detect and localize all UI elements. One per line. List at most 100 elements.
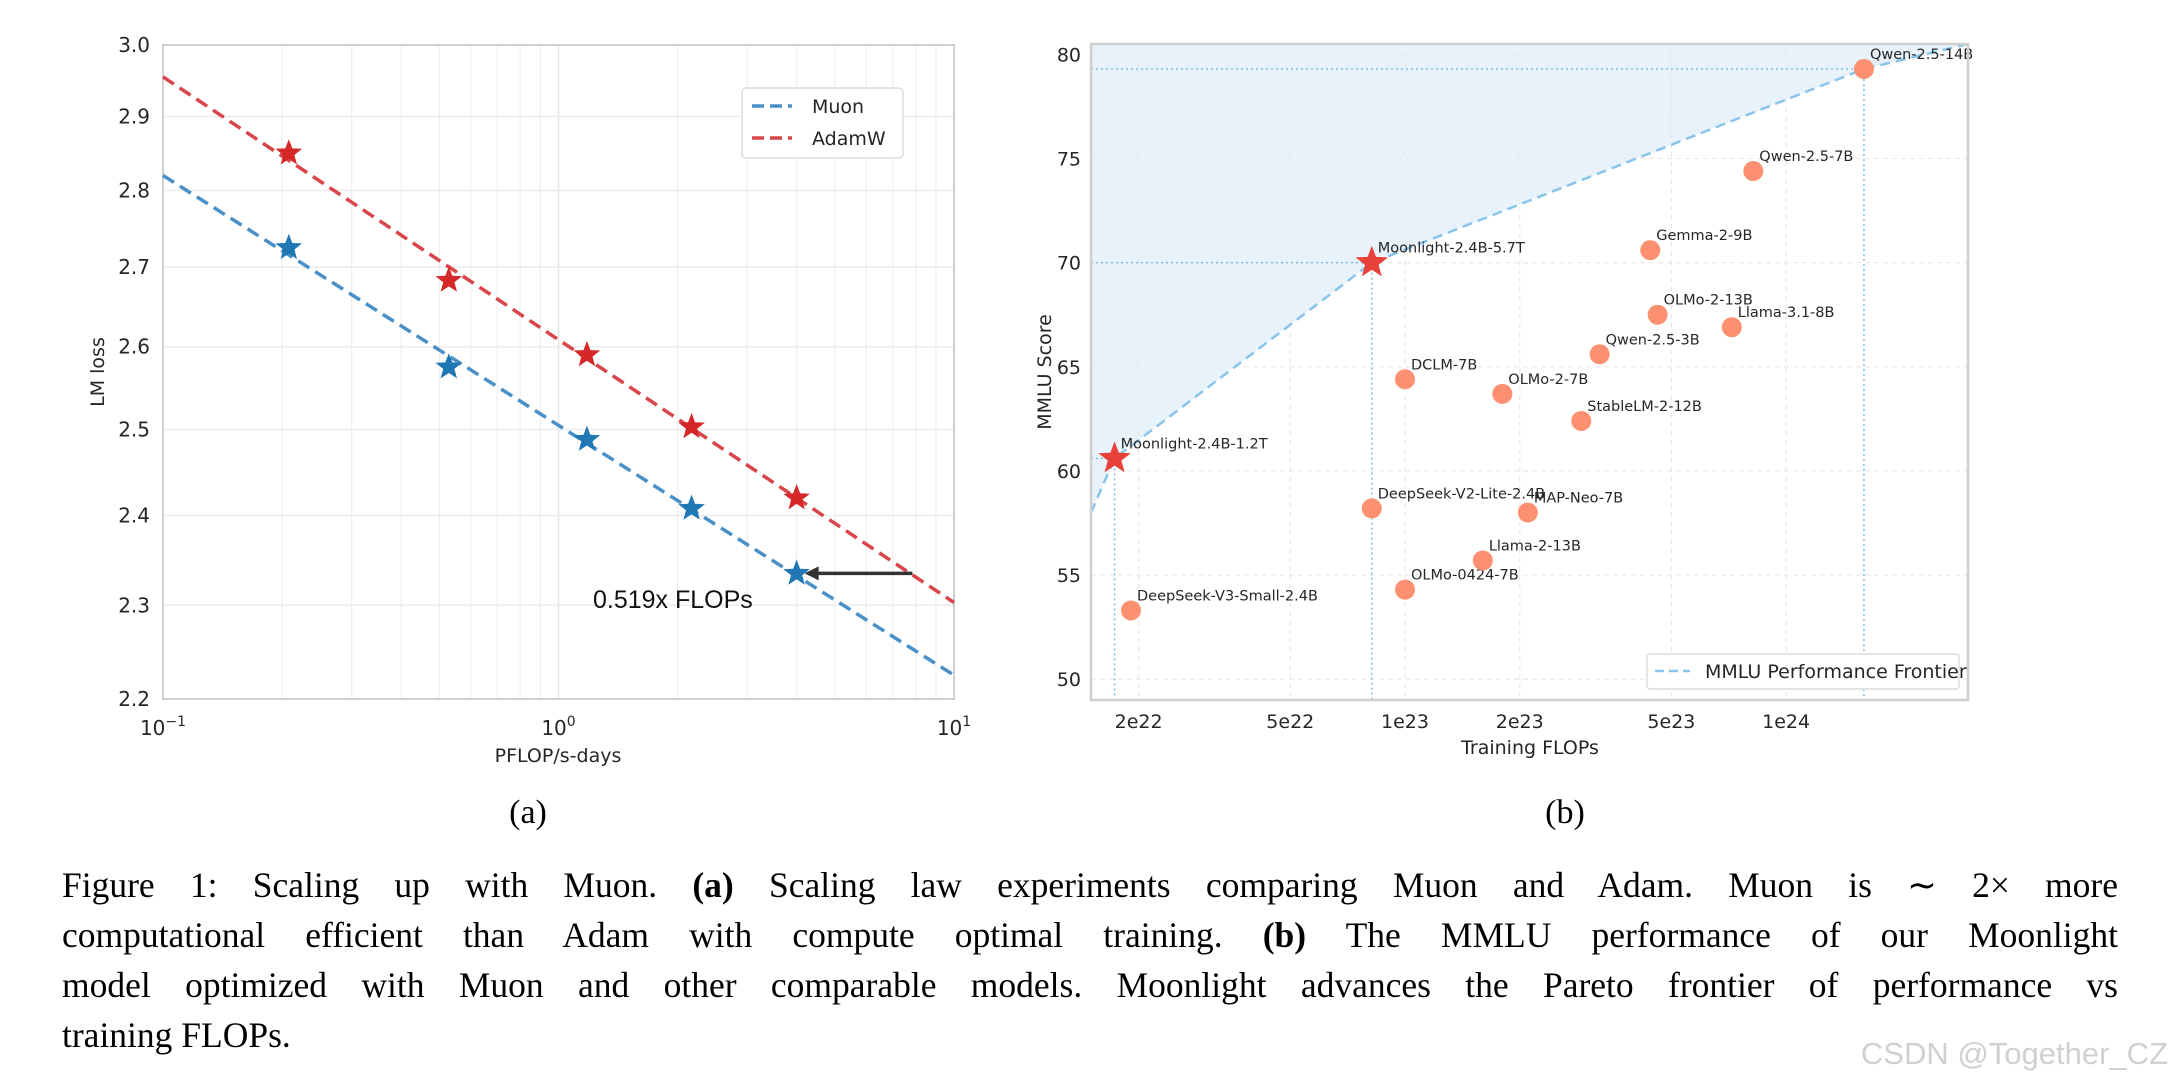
- subfigure-label-b: (b): [1545, 794, 1585, 831]
- caption-line: training FLOPs.: [62, 1010, 2118, 1060]
- x-tick-label: 1e23: [1381, 711, 1429, 733]
- legend-b: [1646, 653, 1960, 690]
- caption-text: training FLOPs.: [62, 1015, 291, 1055]
- point-label: Moonlight-2.4B-1.2T: [1121, 436, 1268, 452]
- point-label: Gemma-2-9B: [1656, 228, 1752, 244]
- point-label: Moonlight-2.4B-5.7T: [1378, 241, 1525, 257]
- data-point-muon: [573, 425, 601, 451]
- x-tick-label: 101: [937, 714, 971, 740]
- model-point: [1721, 317, 1742, 338]
- caption-text: model optimized with Muon and other comp…: [62, 965, 2118, 1005]
- axes-frame-b: [1089, 42, 1970, 702]
- plot-content-b: [1091, 44, 1968, 700]
- y-tick-label: 2.2: [118, 687, 150, 711]
- data-point-adamw: [783, 484, 810, 510]
- data-point-adamw: [573, 340, 601, 367]
- y-tick-label: 2.5: [118, 417, 150, 441]
- data-point-adamw: [435, 266, 463, 292]
- point-label: OLMo-0424-7B: [1411, 568, 1519, 584]
- point-label: MAP-Neo-7B: [1534, 491, 1623, 507]
- caption-text: The MMLU performance of our Moonlight: [1306, 915, 2119, 955]
- y-tick-label: 2.3: [118, 593, 150, 617]
- point-label: Qwen-2.5-14B: [1870, 47, 1973, 63]
- model-point: [1395, 369, 1416, 390]
- point-label: OLMo-2-7B: [1508, 372, 1588, 388]
- x-tick-label: 10−1: [140, 714, 186, 740]
- data-point-muon: [435, 353, 463, 379]
- point-label: StableLM-2-12B: [1587, 399, 1702, 415]
- point-label: OLMo-2-13B: [1664, 293, 1753, 309]
- model-point: [1853, 58, 1874, 79]
- subfigure-label-a: (a): [509, 794, 547, 831]
- model-point: [1647, 304, 1668, 325]
- point-label: DCLM-7B: [1411, 357, 1477, 373]
- frontier-line: [1091, 44, 1968, 514]
- y-tick-label: 2.9: [118, 104, 150, 128]
- model-point: [1589, 344, 1610, 365]
- axes-frame-a: [162, 44, 955, 700]
- model-point: [1571, 410, 1592, 431]
- caption-bold: (b): [1262, 915, 1307, 955]
- y-tick-label: 65: [1057, 357, 1081, 379]
- y-tick-label: 2.8: [118, 178, 150, 202]
- legend-a: [741, 87, 904, 159]
- y-tick-label: 60: [1057, 461, 1081, 483]
- data-point-muon: [783, 559, 810, 585]
- caption-line: model optimized with Muon and other comp…: [62, 960, 2118, 1010]
- caption-text: Figure 1: Scaling up with Muon.: [62, 865, 693, 905]
- caption-line: computational efficient than Adam with c…: [62, 910, 2118, 960]
- x-tick-label: 2e22: [1115, 711, 1163, 733]
- model-point: [1492, 383, 1513, 404]
- watermark: CSDN @Together_CZ: [1860, 1036, 2168, 1071]
- caption-bold: (a): [692, 865, 734, 905]
- point-label: Qwen-2.5-7B: [1759, 149, 1853, 165]
- caption-text: computational efficient than Adam with c…: [62, 915, 1263, 955]
- x-tick-label: 100: [541, 714, 575, 740]
- point-label: DeepSeek-V2-Lite-2.4B: [1378, 486, 1545, 502]
- moonlight-star-point: [1355, 245, 1388, 277]
- model-point: [1120, 600, 1141, 621]
- legend-label: AdamW: [812, 128, 886, 150]
- arrow-head: [804, 566, 819, 581]
- y-tick-label: 55: [1057, 565, 1081, 587]
- point-label: Qwen-2.5-3B: [1606, 332, 1700, 348]
- caption-line: Figure 1: Scaling up with Muon. (a) Scal…: [62, 860, 2118, 910]
- y-tick-label: 3.0: [118, 33, 150, 57]
- model-point: [1517, 502, 1538, 523]
- model-point: [1361, 498, 1382, 519]
- y-tick-label: 2.6: [118, 335, 150, 359]
- frontier-fill: [1091, 44, 1968, 513]
- y-tick-label: 50: [1057, 669, 1081, 691]
- point-label: DeepSeek-V3-Small-2.4B: [1137, 588, 1318, 604]
- y-axis-label: MMLU Score: [1034, 314, 1056, 430]
- x-tick-label: 5e22: [1266, 711, 1314, 733]
- fit-line-adamw: [162, 75, 955, 604]
- data-point-adamw: [275, 139, 303, 165]
- y-tick-label: 2.4: [118, 504, 150, 528]
- model-point: [1395, 579, 1416, 600]
- x-tick-label: 5e23: [1647, 711, 1695, 733]
- legend-label: Muon: [812, 96, 864, 118]
- x-axis-label: Training FLOPs: [1460, 737, 1599, 759]
- annotation-text: 0.519x FLOPs: [593, 586, 753, 614]
- fit-line-muon: [162, 173, 955, 677]
- y-tick-label: 80: [1057, 44, 1081, 66]
- y-tick-label: 2.7: [118, 255, 150, 279]
- moonlight-star-point: [1098, 441, 1131, 473]
- point-label: Llama-3.1-8B: [1738, 305, 1835, 321]
- y-tick-label: 70: [1057, 253, 1081, 275]
- figure-caption: Figure 1: Scaling up with Muon. (a) Scal…: [62, 860, 2118, 1060]
- data-point-adamw: [678, 412, 705, 439]
- x-axis-label: PFLOP/s-days: [495, 745, 622, 767]
- point-label: Llama-2-13B: [1489, 538, 1581, 554]
- legend-label: MMLU Performance Frontier: [1705, 661, 1967, 683]
- y-axis-label: LM loss: [87, 337, 109, 407]
- data-point-muon: [275, 233, 303, 260]
- model-point: [1472, 550, 1493, 571]
- model-point: [1640, 240, 1661, 261]
- x-tick-label: 1e24: [1762, 711, 1810, 733]
- caption-text: Scaling law experiments comparing Muon a…: [733, 865, 2118, 905]
- data-point-muon: [678, 494, 705, 520]
- x-tick-label: 2e23: [1496, 711, 1544, 733]
